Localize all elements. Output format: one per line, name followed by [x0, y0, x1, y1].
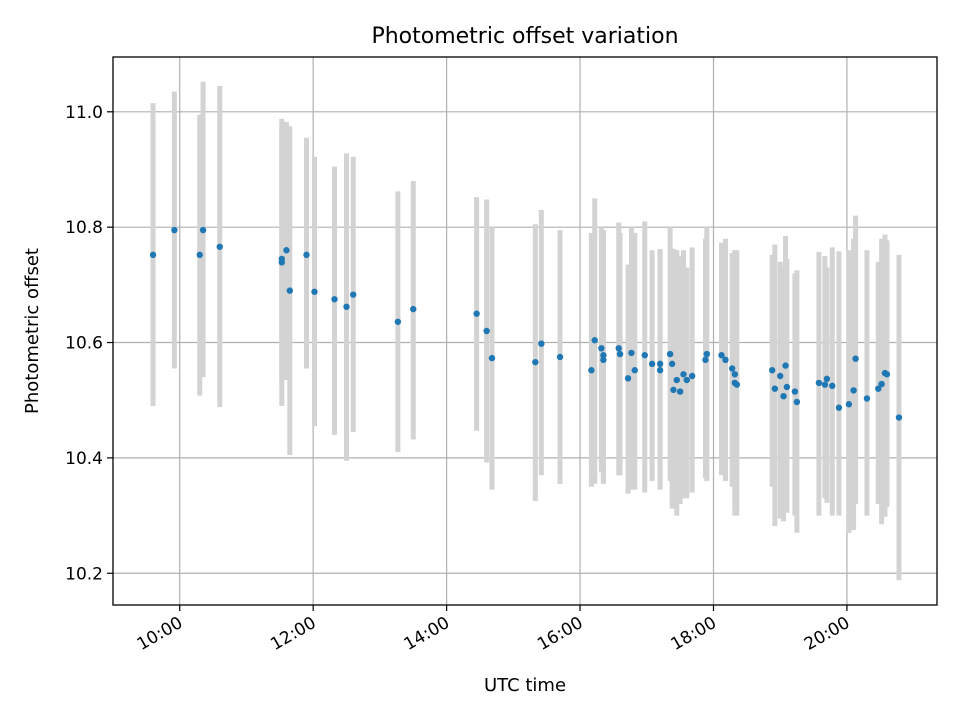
- data-point: [648, 360, 656, 368]
- x-tick-label: 18:00: [668, 613, 720, 655]
- data-point: [676, 388, 684, 395]
- data-point: [769, 367, 776, 374]
- data-point: [149, 251, 157, 259]
- data-point: [410, 305, 417, 313]
- x-tick-label: 10:00: [134, 613, 186, 655]
- data-point: [628, 349, 635, 357]
- data-point: [216, 243, 223, 250]
- data-point: [311, 288, 318, 295]
- data-point: [624, 375, 632, 382]
- y-tick-label: 10.8: [65, 218, 103, 238]
- x-axis-ticks: 10:00 12:00 14:00 16:00 18:00 20:00: [134, 605, 853, 655]
- data-point: [728, 365, 736, 372]
- chart-title: Photometric offset variation: [371, 24, 678, 49]
- data-point: [615, 345, 622, 352]
- plot-frame: [112, 56, 938, 606]
- data-point: [283, 247, 290, 254]
- data-point: [631, 367, 638, 374]
- x-tick-label: 14:00: [401, 613, 453, 655]
- data-point: [895, 414, 903, 421]
- data-point: [641, 352, 648, 359]
- data-point: [286, 287, 294, 294]
- data-point: [483, 327, 490, 335]
- data-point: [782, 362, 789, 369]
- data-point: [718, 352, 725, 359]
- data-point: [343, 303, 350, 310]
- data-point: [331, 296, 338, 303]
- y-axis-ticks: 10.2 10.4 10.6 10.8 11.0: [65, 103, 113, 584]
- data-point: [532, 358, 539, 366]
- data-point: [349, 291, 357, 298]
- data-point: [845, 401, 853, 408]
- data-point: [823, 375, 831, 383]
- data-point: [791, 388, 799, 395]
- grid-lines: [113, 57, 937, 605]
- data-point: [863, 395, 871, 402]
- y-axis-label: Photometric offset: [22, 248, 43, 414]
- data-point: [598, 345, 605, 352]
- data-point: [777, 372, 784, 380]
- x-tick-label: 12:00: [267, 613, 319, 655]
- data-point: [829, 382, 836, 389]
- y-tick-label: 10.4: [65, 449, 103, 469]
- y-tick-label: 11.0: [65, 103, 103, 123]
- data-point: [883, 371, 891, 378]
- error-bars: [150, 81, 902, 581]
- x-tick-label: 16:00: [534, 613, 586, 655]
- data-point: [616, 350, 624, 358]
- data-point: [771, 385, 779, 392]
- data-point: [591, 337, 598, 344]
- data-point: [303, 251, 310, 259]
- data-point: [666, 350, 674, 358]
- data-point: [821, 381, 829, 388]
- data-point: [670, 386, 677, 394]
- data-point: [673, 376, 680, 384]
- x-axis-label: UTC time: [484, 675, 566, 696]
- data-point: [538, 340, 545, 347]
- data-point: [394, 318, 402, 325]
- data-points: [149, 226, 903, 421]
- data-point: [852, 355, 859, 362]
- data-point: [835, 404, 843, 411]
- data-point: [683, 376, 690, 384]
- data-point: [703, 350, 711, 358]
- data-point: [656, 367, 664, 374]
- data-point: [850, 387, 857, 394]
- data-point: [731, 371, 739, 378]
- data-point: [196, 251, 203, 259]
- data-point: [171, 226, 178, 234]
- data-point: [278, 259, 286, 266]
- data-point: [688, 372, 696, 380]
- data-point: [722, 356, 729, 364]
- data-point: [199, 226, 207, 234]
- y-tick-label: 10.6: [65, 334, 103, 354]
- data-point: [600, 356, 607, 364]
- data-point: [780, 392, 787, 400]
- y-tick-label: 10.2: [65, 564, 103, 584]
- data-point: [783, 383, 791, 391]
- data-point: [815, 379, 823, 387]
- data-point: [878, 380, 885, 388]
- data-point: [656, 360, 664, 368]
- data-point: [680, 371, 687, 378]
- data-point: [556, 353, 564, 361]
- data-point: [488, 354, 496, 362]
- data-point: [875, 385, 882, 392]
- data-point: [600, 352, 607, 359]
- data-point: [702, 356, 709, 364]
- data-point: [588, 367, 595, 374]
- data-point: [793, 398, 801, 406]
- data-point: [473, 310, 480, 317]
- data-point: [733, 381, 741, 388]
- x-tick-label: 20:00: [801, 613, 853, 655]
- data-point: [668, 360, 676, 368]
